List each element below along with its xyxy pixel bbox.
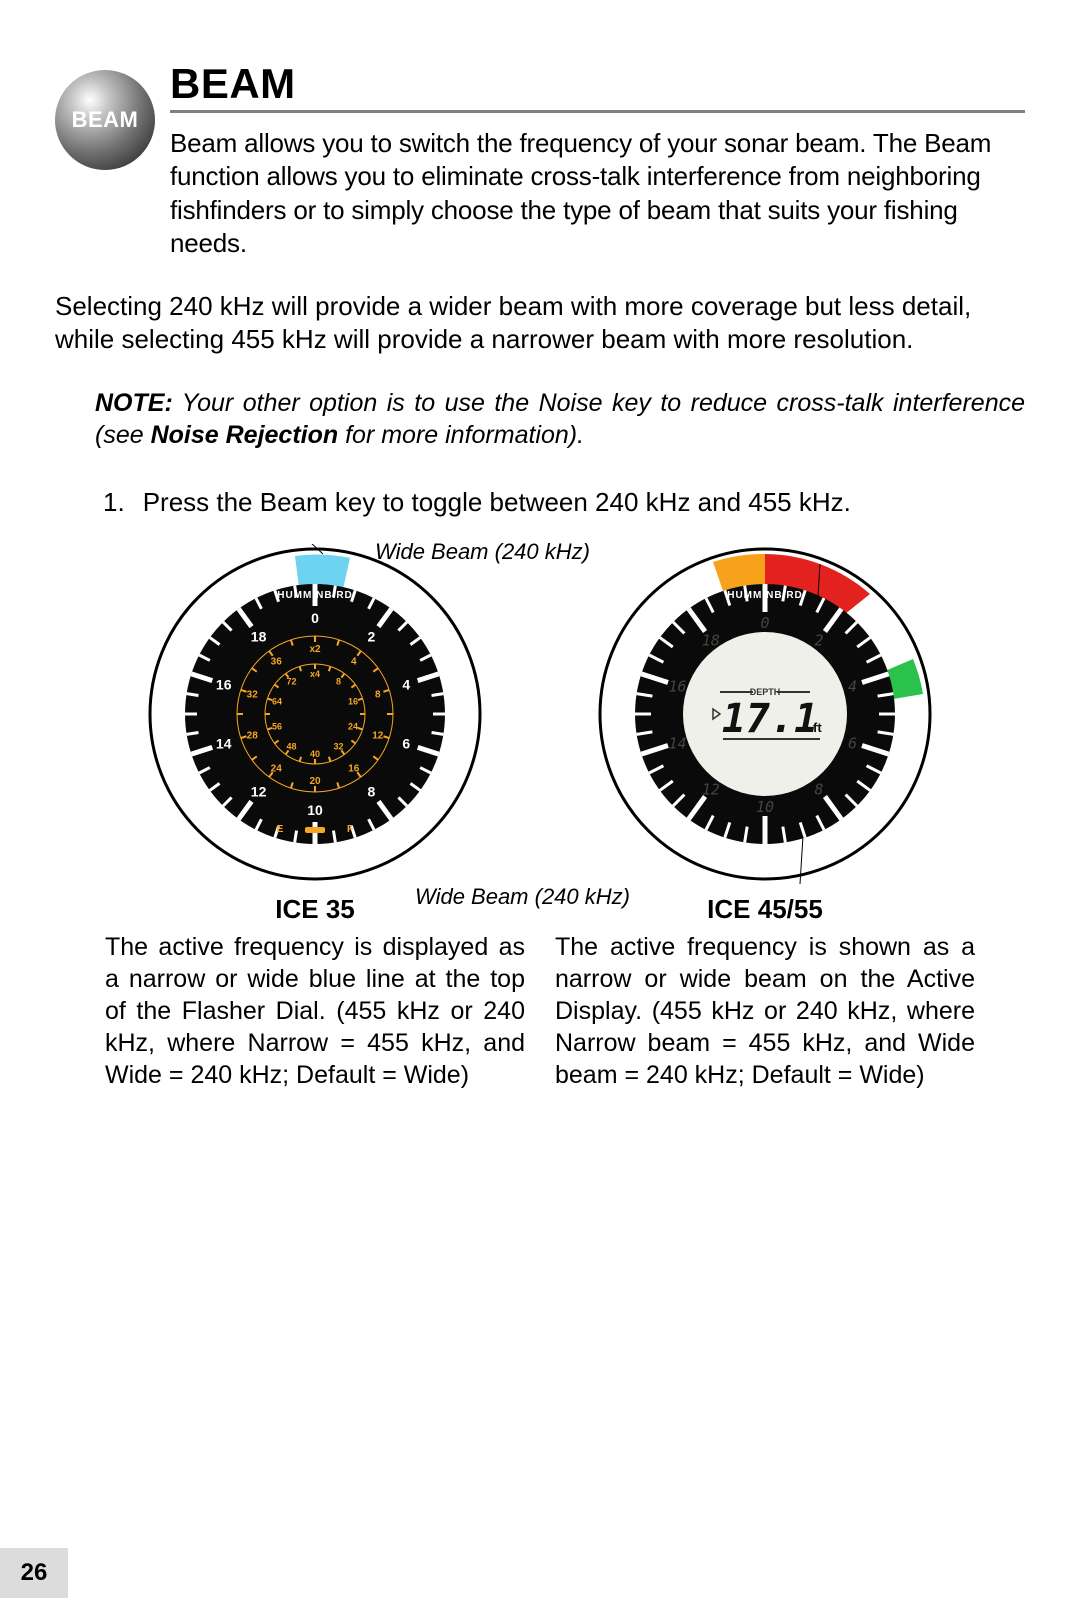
svg-text:32: 32 xyxy=(247,689,259,700)
caption-right-body: The active frequency is shown as a narro… xyxy=(555,931,975,1091)
ice35-dial: 024681012141618 x24812162024283236 x4816… xyxy=(145,544,485,884)
note-ref: Noise Rejection xyxy=(151,421,339,449)
paragraph-2: Selecting 240 kHz will provide a wider b… xyxy=(55,290,1025,357)
svg-text:64: 64 xyxy=(272,696,282,706)
note-label: NOTE: xyxy=(95,389,173,417)
svg-text:x2: x2 xyxy=(309,644,321,655)
svg-text:4: 4 xyxy=(848,677,857,695)
svg-text:18: 18 xyxy=(702,631,720,649)
note-text-2: for more information). xyxy=(338,421,584,449)
svg-text:10: 10 xyxy=(307,802,323,818)
brand-right: HUMMINBIRD xyxy=(727,590,803,601)
svg-text:18: 18 xyxy=(251,628,267,644)
svg-text:28: 28 xyxy=(247,730,259,741)
svg-text:12: 12 xyxy=(251,784,267,800)
figure-left: 024681012141618 x24812162024283236 x4816… xyxy=(105,544,525,884)
svg-text:14: 14 xyxy=(668,734,686,752)
depth-unit: ft xyxy=(813,720,822,735)
svg-text:8: 8 xyxy=(336,676,341,686)
intro-text: Beam allows you to switch the frequency … xyxy=(170,127,1025,260)
svg-text:12: 12 xyxy=(372,730,384,741)
svg-text:x4: x4 xyxy=(310,669,320,679)
svg-text:4: 4 xyxy=(402,676,410,692)
svg-text:F: F xyxy=(347,824,353,835)
svg-text:48: 48 xyxy=(286,741,296,751)
svg-text:14: 14 xyxy=(216,736,232,752)
svg-text:6: 6 xyxy=(848,734,857,752)
svg-text:16: 16 xyxy=(348,696,358,706)
beam-button-icon: BEAM xyxy=(55,70,155,170)
step-1-number: 1. xyxy=(103,486,125,519)
svg-text:12: 12 xyxy=(702,780,720,798)
svg-text:36: 36 xyxy=(271,656,283,667)
svg-text:E: E xyxy=(277,824,284,835)
ice4555-dial: 024681012141618 HUMMINBIRD DEPTH 17.1 ft xyxy=(595,544,935,884)
svg-text:16: 16 xyxy=(216,676,232,692)
svg-text:8: 8 xyxy=(368,784,376,800)
figure-right: 024681012141618 HUMMINBIRD DEPTH 17.1 ft xyxy=(555,544,975,884)
svg-text:6: 6 xyxy=(402,736,410,752)
svg-text:2: 2 xyxy=(815,631,824,649)
beam-button-label: BEAM xyxy=(72,107,139,133)
title-rule xyxy=(170,110,1025,113)
svg-text:8: 8 xyxy=(375,689,381,700)
svg-text:0: 0 xyxy=(760,614,769,632)
callout-mid: Wide Beam (240 kHz) xyxy=(415,884,630,910)
caption-right: ICE 45/55 The active frequency is shown … xyxy=(555,894,975,1091)
svg-text:32: 32 xyxy=(334,741,344,751)
svg-text:24: 24 xyxy=(348,721,358,731)
caption-left-body: The active frequency is displayed as a n… xyxy=(105,931,525,1091)
depth-value: 17.1 xyxy=(722,696,818,742)
svg-text:40: 40 xyxy=(310,749,320,759)
svg-text:56: 56 xyxy=(272,721,282,731)
svg-text:2: 2 xyxy=(368,628,376,644)
step-1: 1. Press the Beam key to toggle between … xyxy=(103,486,1025,519)
svg-text:16: 16 xyxy=(668,677,686,695)
note-block: NOTE: Your other option is to use the No… xyxy=(95,387,1025,451)
svg-text:10: 10 xyxy=(756,798,774,816)
svg-text:16: 16 xyxy=(348,763,360,774)
svg-text:20: 20 xyxy=(309,776,321,787)
page-number: 26 xyxy=(0,1548,68,1598)
svg-text:0: 0 xyxy=(311,610,319,626)
caption-left: ICE 35 The active frequency is displayed… xyxy=(105,894,525,1091)
step-1-text: Press the Beam key to toggle between 240… xyxy=(143,486,851,519)
svg-text:24: 24 xyxy=(271,763,283,774)
figures-row: Wide Beam (240 kHz) Wide Beam (240 kHz) … xyxy=(55,544,1025,884)
svg-text:8: 8 xyxy=(815,780,824,798)
svg-text:72: 72 xyxy=(286,676,296,686)
page-title: BEAM xyxy=(170,60,1025,108)
svg-text:4: 4 xyxy=(351,656,357,667)
captions-row: ICE 35 The active frequency is displayed… xyxy=(55,894,1025,1091)
callout-top: Wide Beam (240 kHz) xyxy=(375,539,590,565)
brand-left: HUMMINBIRD xyxy=(277,590,353,601)
